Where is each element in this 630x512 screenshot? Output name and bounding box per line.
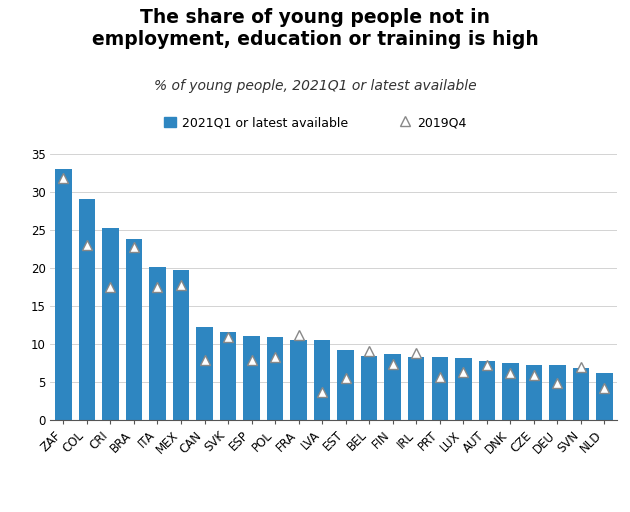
- Bar: [267, 337, 284, 420]
- Bar: [479, 360, 495, 420]
- Bar: [102, 228, 118, 420]
- Bar: [338, 350, 354, 420]
- Bar: [361, 356, 377, 420]
- Bar: [79, 199, 95, 420]
- Bar: [596, 373, 613, 420]
- Bar: [432, 357, 448, 420]
- Bar: [220, 332, 236, 420]
- Bar: [408, 357, 425, 420]
- Bar: [525, 365, 542, 420]
- Text: % of young people, 2021Q1 or latest available: % of young people, 2021Q1 or latest avai…: [154, 79, 476, 93]
- Bar: [55, 169, 72, 420]
- Bar: [573, 368, 589, 420]
- Bar: [197, 327, 213, 420]
- Bar: [243, 336, 260, 420]
- Bar: [549, 365, 566, 420]
- Bar: [314, 340, 330, 420]
- Bar: [502, 363, 518, 420]
- Bar: [173, 270, 189, 420]
- Bar: [149, 267, 166, 420]
- Bar: [126, 239, 142, 420]
- Text: The share of young people not in
employment, education or training is high: The share of young people not in employm…: [91, 8, 539, 49]
- Legend: 2021Q1 or latest available, 2019Q4: 2021Q1 or latest available, 2019Q4: [159, 111, 471, 134]
- Bar: [455, 358, 471, 420]
- Bar: [290, 340, 307, 420]
- Bar: [384, 354, 401, 420]
